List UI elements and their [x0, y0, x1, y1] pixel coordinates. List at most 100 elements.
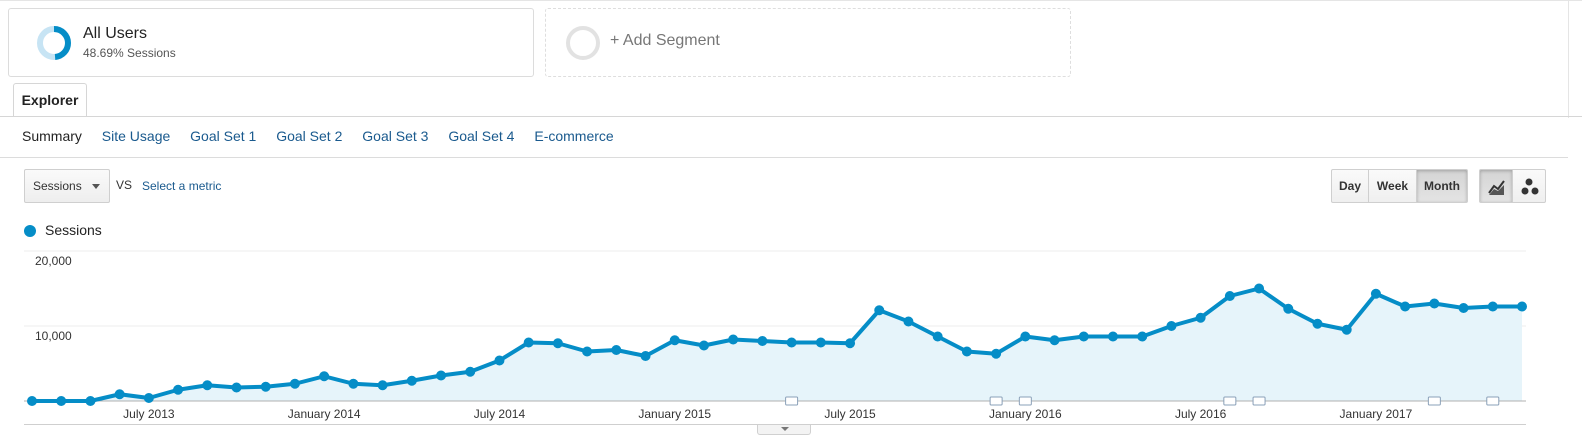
- subtab-goal-set-2[interactable]: Goal Set 2: [276, 128, 343, 144]
- data-point: [728, 334, 739, 345]
- data-point: [114, 389, 125, 400]
- add-segment-label: + Add Segment: [610, 32, 720, 49]
- add-segment-button[interactable]: + Add Segment: [545, 8, 1071, 77]
- chart-view-selector: [1479, 169, 1546, 203]
- x-tick-label: January 2017: [1340, 407, 1413, 421]
- data-point: [406, 375, 417, 386]
- subtab-divider: [0, 157, 1568, 158]
- annotation-marker-icon: [1486, 396, 1500, 406]
- data-point: [640, 351, 651, 361]
- data-point: [1283, 303, 1294, 314]
- subtab-ecommerce[interactable]: E-commerce: [534, 128, 614, 144]
- data-point: [231, 382, 242, 393]
- x-tick-label: January 2016: [989, 407, 1062, 421]
- data-point: [757, 336, 768, 346]
- subtab-goal-set-3[interactable]: Goal Set 3: [362, 128, 429, 144]
- data-point: [85, 396, 96, 406]
- data-point: [1341, 324, 1352, 335]
- annotation-marker-icon: [1223, 396, 1237, 406]
- annotation-marker-icon: [1252, 396, 1266, 406]
- data-point: [173, 384, 184, 395]
- data-point: [1429, 298, 1440, 309]
- data-point: [1137, 331, 1148, 342]
- data-point: [932, 331, 943, 342]
- data-point: [1166, 321, 1177, 331]
- tab-divider: [0, 116, 1582, 117]
- tab-explorer[interactable]: Explorer: [13, 83, 87, 117]
- subtab-site-usage[interactable]: Site Usage: [101, 128, 171, 144]
- data-point: [1049, 335, 1060, 346]
- data-point: [961, 346, 972, 357]
- data-point: [552, 338, 563, 349]
- legend-sessions-dot: [24, 225, 36, 237]
- annotation-marker-icon: [989, 396, 1003, 406]
- sessions-line-chart: 20,000 10,000 July 2013 January 2014 July 20…: [24, 250, 1527, 421]
- explorer-subtabs: Summary Site Usage Goal Set 1 Goal Set 2…: [22, 128, 630, 148]
- data-point: [1254, 283, 1265, 294]
- panel-edge: [1568, 0, 1582, 118]
- annotation-marker-icon: [1427, 396, 1441, 406]
- data-point: [669, 335, 680, 346]
- data-point: [611, 345, 622, 355]
- data-point: [56, 396, 67, 406]
- x-tick-label: July 2013: [123, 407, 175, 421]
- data-point: [1370, 288, 1381, 299]
- data-point: [698, 340, 709, 351]
- data-point: [1078, 331, 1089, 342]
- subtab-goal-set-1[interactable]: Goal Set 1: [190, 128, 257, 144]
- x-tick-label: July 2015: [824, 407, 876, 421]
- data-point: [1312, 318, 1323, 329]
- data-point: [348, 378, 359, 389]
- line-chart-view-button[interactable]: [1479, 169, 1513, 203]
- data-point: [494, 355, 505, 366]
- chart-bottom-rule: [24, 424, 1526, 425]
- data-point: [1107, 331, 1118, 342]
- segment-title: All Users: [83, 25, 148, 42]
- segment-subtitle: 48.69% Sessions: [83, 46, 176, 60]
- motion-chart-view-button[interactable]: [1512, 169, 1546, 203]
- data-point: [582, 346, 593, 357]
- period-month-button[interactable]: Month: [1416, 169, 1468, 203]
- period-week-button[interactable]: Week: [1368, 169, 1417, 203]
- metric-dropdown[interactable]: Sessions: [24, 169, 110, 203]
- data-point: [903, 316, 914, 327]
- data-point: [27, 396, 37, 406]
- annotation-marker-icon: [785, 396, 799, 406]
- segment-donut-icon: [37, 26, 71, 60]
- chart-expand-handle[interactable]: [757, 425, 811, 435]
- vs-label: VS: [116, 178, 133, 192]
- data-point: [1400, 301, 1411, 312]
- x-tick-label: January 2015: [638, 407, 711, 421]
- data-point: [202, 380, 213, 391]
- x-tick-label: July 2016: [1175, 407, 1227, 421]
- data-point: [143, 393, 154, 403]
- annotation-marker-icon: [1018, 396, 1032, 406]
- chevron-down-icon: [92, 184, 100, 189]
- data-point: [1224, 291, 1235, 301]
- data-point: [260, 381, 271, 392]
- data-point: [1020, 331, 1031, 342]
- line-chart-icon: [1488, 180, 1505, 195]
- data-point: [874, 305, 885, 316]
- select-metric-link[interactable]: Select a metric: [142, 179, 222, 193]
- x-tick-label: July 2014: [474, 407, 526, 421]
- data-point: [436, 370, 447, 381]
- motion-chart-icon: [1521, 178, 1539, 195]
- period-selector: Day Week Month: [1331, 169, 1468, 203]
- data-point: [1458, 303, 1469, 313]
- chevron-down-icon: [781, 427, 789, 431]
- y-tick-label: 10,000: [35, 329, 72, 343]
- subtab-summary[interactable]: Summary: [22, 128, 82, 144]
- metric-dropdown-value: Sessions: [33, 179, 82, 193]
- segment-all-users[interactable]: All Users 48.69% Sessions: [8, 8, 534, 77]
- data-point: [465, 366, 476, 377]
- data-point: [786, 337, 797, 348]
- data-point: [1195, 312, 1206, 323]
- period-day-button[interactable]: Day: [1331, 169, 1369, 203]
- y-tick-label: 20,000: [35, 254, 72, 268]
- data-point: [377, 380, 388, 391]
- subtab-goal-set-4[interactable]: Goal Set 4: [448, 128, 515, 144]
- legend-sessions-label: Sessions: [45, 222, 102, 238]
- data-point: [319, 371, 330, 382]
- data-point: [1487, 301, 1498, 312]
